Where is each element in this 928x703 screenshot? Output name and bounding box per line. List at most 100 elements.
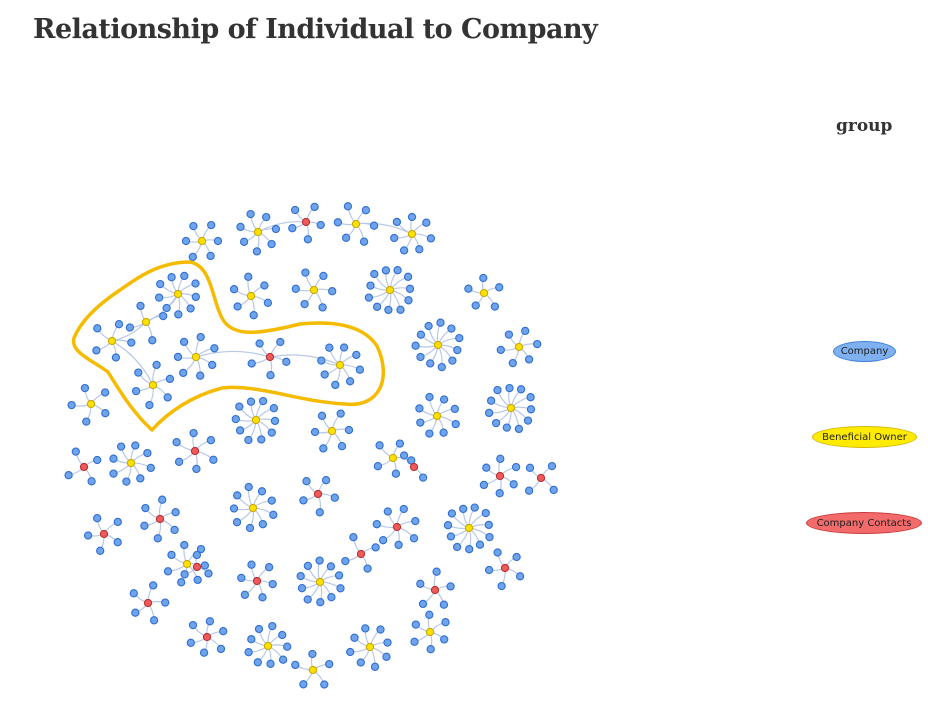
company-node[interactable] <box>399 246 409 255</box>
company-node[interactable] <box>514 424 524 434</box>
company-node[interactable] <box>343 202 353 211</box>
company-node[interactable] <box>192 550 202 560</box>
company-node[interactable] <box>425 392 434 402</box>
company-node[interactable] <box>319 444 328 453</box>
company-node[interactable] <box>341 233 351 242</box>
company-node[interactable] <box>233 491 242 500</box>
company-node[interactable] <box>268 579 277 589</box>
company-node[interactable] <box>426 645 435 654</box>
company-node[interactable] <box>188 620 198 630</box>
company-node[interactable] <box>271 224 281 234</box>
company-node[interactable] <box>244 272 253 281</box>
company-node[interactable] <box>177 578 186 587</box>
company-node[interactable] <box>266 371 275 380</box>
company-node[interactable] <box>172 438 181 447</box>
company-node[interactable] <box>210 344 219 353</box>
company-node[interactable] <box>244 482 253 492</box>
company-node[interactable] <box>418 599 428 609</box>
beneficial-owner-node[interactable] <box>479 288 489 298</box>
company-node[interactable] <box>196 371 205 380</box>
company-node[interactable] <box>439 600 449 609</box>
company-node[interactable] <box>404 296 413 305</box>
company-node[interactable] <box>303 235 313 244</box>
company-node[interactable] <box>140 521 149 530</box>
company-node[interactable] <box>267 239 276 249</box>
company-node[interactable] <box>424 321 433 331</box>
beneficial-owner-node[interactable] <box>173 289 183 299</box>
company-node[interactable] <box>257 487 267 496</box>
beneficial-owner-node[interactable] <box>432 411 442 421</box>
company-node[interactable] <box>325 659 334 669</box>
company-node[interactable] <box>131 441 140 450</box>
beneficial-owner-node[interactable] <box>506 403 516 413</box>
company-node[interactable] <box>141 503 150 513</box>
company-node[interactable] <box>291 660 300 670</box>
company-node[interactable] <box>479 480 489 490</box>
company-node[interactable] <box>391 469 401 478</box>
company-node[interactable] <box>162 303 171 313</box>
company-node[interactable] <box>346 647 355 657</box>
company-node[interactable] <box>258 593 267 602</box>
company-node[interactable] <box>159 311 168 321</box>
company-node[interactable] <box>356 658 365 667</box>
company-node[interactable] <box>171 508 180 517</box>
company-node[interactable] <box>376 625 385 634</box>
company-node[interactable] <box>512 552 521 562</box>
company-node[interactable] <box>170 525 179 535</box>
company-node[interactable] <box>416 352 425 362</box>
company-contact-node[interactable] <box>265 352 275 362</box>
company-contact-node[interactable] <box>409 462 419 472</box>
company-node[interactable] <box>485 532 494 542</box>
company-node[interactable] <box>511 462 521 472</box>
company-node[interactable] <box>370 269 379 279</box>
company-node[interactable] <box>303 561 313 571</box>
company-node[interactable] <box>515 572 525 581</box>
company-node[interactable] <box>231 414 240 424</box>
company-contact-node[interactable] <box>356 549 366 559</box>
company-node[interactable] <box>328 287 337 296</box>
company-node[interactable] <box>369 221 379 230</box>
company-node[interactable] <box>205 617 215 626</box>
company-node[interactable] <box>523 416 533 425</box>
company-node[interactable] <box>425 610 434 619</box>
company-node[interactable] <box>382 652 391 661</box>
company-contact-node[interactable] <box>192 562 202 572</box>
company-node[interactable] <box>496 454 505 463</box>
company-node[interactable] <box>366 281 375 290</box>
company-node[interactable] <box>92 346 101 355</box>
company-node[interactable] <box>125 323 135 332</box>
company-node[interactable] <box>341 556 350 566</box>
company-node[interactable] <box>497 581 506 591</box>
company-contact-node[interactable] <box>143 598 153 608</box>
company-node[interactable] <box>486 396 496 405</box>
company-contact-node[interactable] <box>500 563 510 573</box>
beneficial-owner-node[interactable] <box>327 426 337 436</box>
company-node[interactable] <box>247 560 256 569</box>
company-node[interactable] <box>193 575 202 585</box>
company-node[interactable] <box>246 209 255 219</box>
company-node[interactable] <box>336 584 345 593</box>
company-node[interactable] <box>317 356 326 365</box>
company-contact-node[interactable] <box>536 473 546 483</box>
company-node[interactable] <box>475 540 485 549</box>
company-node[interactable] <box>415 404 424 413</box>
company-node[interactable] <box>509 480 518 489</box>
company-node[interactable] <box>399 504 408 514</box>
company-node[interactable] <box>394 540 403 550</box>
company-node[interactable] <box>71 447 80 456</box>
company-node[interactable] <box>308 649 317 659</box>
company-node[interactable] <box>297 584 307 593</box>
company-contact-node[interactable] <box>99 529 109 539</box>
company-node[interactable] <box>416 579 425 588</box>
company-node[interactable] <box>67 400 76 410</box>
company-node[interactable] <box>451 419 460 429</box>
company-node[interactable] <box>174 457 184 466</box>
company-node[interactable] <box>93 514 102 523</box>
company-node[interactable] <box>318 303 327 312</box>
company-node[interactable] <box>262 212 271 222</box>
company-node[interactable] <box>163 567 173 576</box>
company-node[interactable] <box>416 418 425 427</box>
beneficial-owner-node[interactable] <box>433 340 443 350</box>
company-node[interactable] <box>459 504 468 514</box>
legend-item-company[interactable]: Company <box>833 341 896 362</box>
